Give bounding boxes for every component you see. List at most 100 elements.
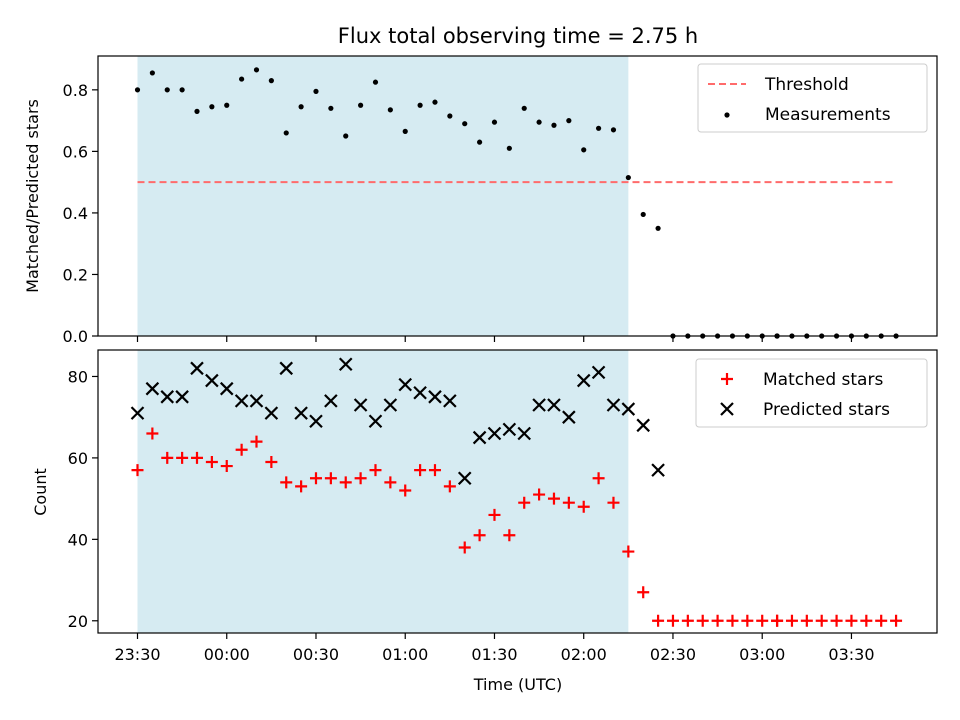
predicted-stars-point <box>591 365 606 380</box>
measurements-point <box>640 211 646 218</box>
y-tick-label: 0.8 <box>63 81 88 100</box>
predicted-stars-point <box>294 406 308 420</box>
matched-stars-point <box>592 472 605 485</box>
bottom-panel: 20 40 60 80 23:30 00:00 00:30 01:00 01:30 02:00 0… <box>31 349 938 694</box>
measurements-point <box>462 121 468 127</box>
matched-stars-point <box>681 614 694 627</box>
matched-stars-point <box>652 614 665 627</box>
y-tick-label: 0.4 <box>63 204 88 223</box>
matched-stars-point <box>428 464 441 477</box>
matched-stars-point <box>771 614 784 627</box>
matched-stars-point <box>265 455 278 468</box>
predicted-stars-point <box>338 357 353 372</box>
measurements-point <box>566 118 572 124</box>
matched-stars-point <box>518 496 531 509</box>
predicted-stars-point <box>576 373 591 388</box>
x-tick-label: 00:30 <box>293 645 339 664</box>
measurements-point <box>417 102 423 108</box>
predicted-stars-point <box>547 398 561 412</box>
top-panel: 0.00.20.40.60.8 Matched/Predicted stars … <box>23 55 938 346</box>
x-tick-label: 03:00 <box>739 645 785 664</box>
top-legend: Threshold Measurements <box>697 63 928 133</box>
predicted-stars-point <box>562 410 576 424</box>
predicted-stars-point <box>383 398 398 412</box>
matched-stars-point <box>756 614 769 627</box>
bottom-legend-box <box>695 358 928 428</box>
predicted-stars-point <box>487 426 502 441</box>
matched-stars-point <box>369 464 382 477</box>
matched-stars-point <box>146 427 159 440</box>
predicted-stars-point <box>636 418 650 433</box>
x-tick-label: 03:30 <box>828 645 874 664</box>
legend-threshold-label: Threshold <box>764 75 849 95</box>
y-tick-label: 20 <box>68 612 88 631</box>
measurements-point <box>134 87 141 93</box>
measurements-point <box>253 67 260 73</box>
measurements-point <box>283 130 289 136</box>
matched-stars-point <box>295 480 308 493</box>
matched-stars-point <box>339 476 352 489</box>
y-tick-label: 40 <box>68 530 88 549</box>
legend-predicted-swatch <box>720 402 734 416</box>
matched-stars-point <box>488 508 501 521</box>
matched-stars-point <box>503 529 516 542</box>
measurements-point <box>343 133 349 139</box>
predicted-stars-point <box>219 381 234 396</box>
predicted-stars-point <box>160 390 175 404</box>
predicted-stars-point <box>205 373 219 388</box>
predicted-stars-point <box>457 471 472 486</box>
matched-and-predicted-points <box>130 357 903 627</box>
matched-stars-point <box>443 480 456 493</box>
predicted-stars-point <box>398 377 413 392</box>
matched-stars-point <box>666 614 679 627</box>
measurements-point <box>164 87 170 93</box>
matched-stars-point <box>399 484 412 497</box>
measurements-point <box>387 107 393 113</box>
measurements-point <box>655 225 661 231</box>
predicted-stars-point <box>190 361 204 376</box>
observing-interval-shade-bottom <box>137 350 629 633</box>
predicted-stars-point <box>517 426 532 441</box>
predicted-stars-point <box>279 361 294 376</box>
predicted-stars-point <box>472 430 487 445</box>
matched-stars-point <box>533 488 546 501</box>
matched-stars-point <box>414 464 427 477</box>
measurements-point <box>179 87 185 93</box>
y-tick-label: 0.6 <box>63 142 88 161</box>
measurements-point <box>595 125 602 131</box>
matched-stars-point <box>562 496 575 509</box>
legend-measurements-swatch <box>724 112 730 118</box>
bottom-legend: Matched stars Predicted stars <box>695 358 928 428</box>
measurements-point <box>610 127 617 133</box>
measurements-point <box>298 104 304 110</box>
measurements-point <box>432 99 438 105</box>
x-tick-label: 23:30 <box>114 645 160 664</box>
x-tick-label: 01:00 <box>382 645 428 664</box>
top-y-ticks: 0.0 0.2 0.4 0.6 0.8 <box>63 81 98 346</box>
measurements-point <box>402 128 408 134</box>
legend-matched-label: Matched stars <box>763 370 883 390</box>
measurements-point <box>209 104 215 110</box>
measurements-point <box>491 119 498 125</box>
matched-stars-point <box>280 476 293 489</box>
y-tick-label: 0.0 <box>63 327 88 346</box>
matched-stars-point <box>384 476 397 489</box>
x-tick-label: 02:30 <box>650 645 696 664</box>
x-tick-label: 01:30 <box>471 645 517 664</box>
matched-stars-point <box>607 496 620 509</box>
legend-matched-swatch <box>721 373 733 385</box>
measurements-point <box>224 102 230 108</box>
measurements-point <box>328 105 334 111</box>
matched-stars-point <box>354 472 367 485</box>
matched-stars-point <box>890 614 903 627</box>
matched-stars-point <box>161 451 174 464</box>
matched-stars-point <box>577 500 590 513</box>
matched-stars-point <box>875 614 888 627</box>
measurements-point <box>194 108 200 114</box>
matched-stars-point <box>860 614 873 627</box>
measurements-point <box>313 88 319 94</box>
matched-stars-point <box>220 460 233 473</box>
predicted-stars-point <box>264 406 279 420</box>
measurements-point <box>477 139 483 145</box>
